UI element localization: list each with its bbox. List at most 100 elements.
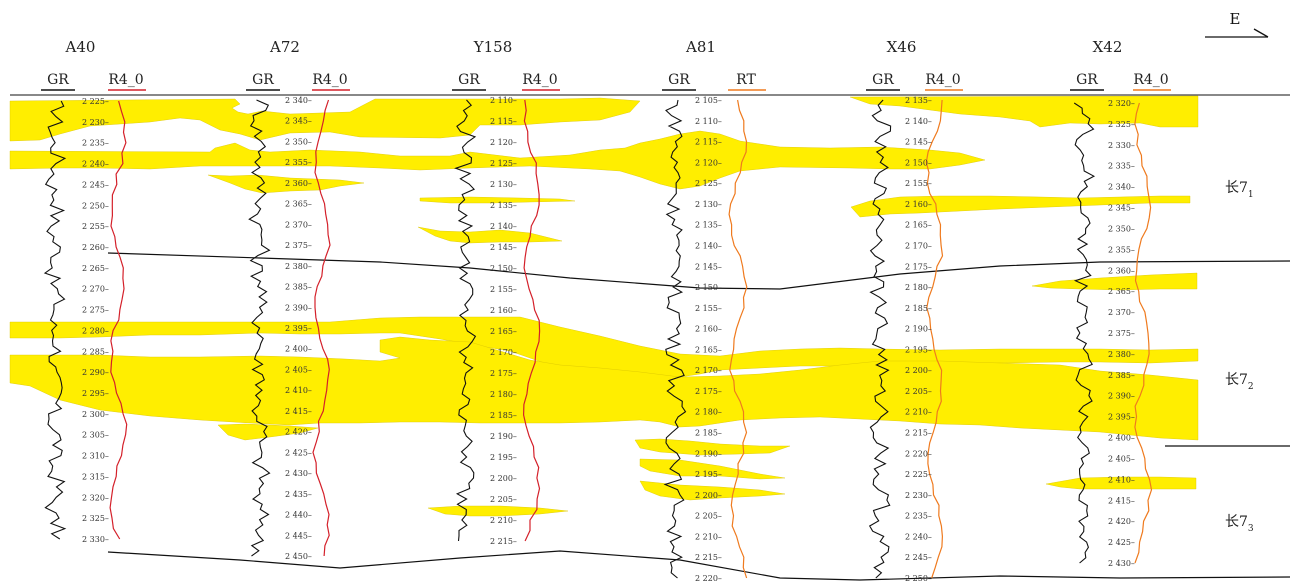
depth-tick-label: 2 420–: [285, 428, 312, 437]
depth-tick-label: 2 300–: [82, 410, 109, 419]
depth-tick-label: 2 375–: [285, 241, 312, 250]
gr-curve: [248, 99, 271, 557]
sandbody-7: [850, 195, 1191, 218]
depth-tick-label: 2 140–: [905, 117, 932, 126]
depth-tick-label: 2 210–: [695, 532, 722, 541]
well-name: A72: [269, 38, 300, 56]
depth-tick-label: 2 135–: [905, 96, 932, 105]
resistivity-curve: [1134, 102, 1153, 564]
depth-tick-label: 2 235–: [905, 512, 932, 521]
depth-tick-label: 2 230–: [905, 491, 932, 500]
depth-tick-label: 2 240–: [82, 160, 109, 169]
depth-tick-label: 2 135–: [490, 201, 517, 210]
depth-tick-label: 2 140–: [695, 242, 722, 251]
depth-tick-label: 2 360–: [285, 179, 312, 188]
depth-tick-label: 2 195–: [695, 470, 722, 479]
depth-tick-label: 2 410–: [285, 386, 312, 395]
depth-tick-label: 2 145–: [490, 243, 517, 252]
depth-tick-label: 2 215–: [905, 429, 932, 438]
depth-tick-label: 2 245–: [82, 180, 109, 189]
depth-tick-label: 2 190–: [905, 325, 932, 334]
well-a72: A72 GR R4_02 340– 2 345– 2 350– 2 355– 2 360– 2…: [246, 38, 350, 561]
well-name: X42: [1093, 38, 1123, 56]
depth-tick-label: 2 170–: [905, 242, 932, 251]
depth-tick-label: 2 205–: [905, 387, 932, 396]
depth-tick-label: 2 365–: [1108, 287, 1135, 296]
curve1-header: GR: [1076, 72, 1098, 88]
curve2-header: R4_0: [925, 72, 960, 88]
curve1-header: GR: [668, 72, 690, 88]
depth-tick-label: 2 370–: [1108, 308, 1135, 317]
curve2-header: RT: [736, 72, 756, 88]
depth-tick-label: 2 185–: [905, 304, 932, 313]
depth-tick-label: 2 190–: [695, 449, 722, 458]
depth-tick-label: 2 415–: [1108, 496, 1135, 505]
wells-layer: A40 GR R4_0 2 225– 2 230– 2 235– 2 240– 2 245– 2…: [41, 38, 1171, 583]
depth-tick-label: 2 235–: [82, 139, 109, 148]
depth-tick-label: 2 355–: [1108, 245, 1135, 254]
depth-tick-label: 2 200–: [905, 366, 932, 375]
well-name: A40: [65, 38, 96, 56]
depth-tick-label: 2 215–: [695, 553, 722, 562]
depth-tick-label: 2 165–: [490, 327, 517, 336]
depth-tick-label: 2 340–: [1108, 183, 1135, 192]
well-name: Y158: [473, 38, 513, 56]
depth-tick-label: 2 180–: [905, 283, 932, 292]
depth-tick-label: 2 305–: [82, 431, 109, 440]
zone-label-3: 长73: [1225, 514, 1254, 534]
gr-curve: [454, 99, 477, 542]
depth-tick-label: 2 220–: [905, 449, 932, 458]
depth-tick-label: 2 135–: [695, 221, 722, 230]
depth-tick-label: 2 130–: [695, 200, 722, 209]
depth-tick-label: 2 315–: [82, 472, 109, 481]
well-a40: A40 GR R4_0 2 225– 2 230– 2 235– 2 240– 2 245– 2…: [41, 38, 146, 544]
depth-tick-label: 2 275–: [82, 306, 109, 315]
depth-tick-label: 2 155–: [490, 285, 517, 294]
depth-tick-label: 2 110–: [695, 117, 722, 126]
depth-tick-label: 2 170–: [490, 348, 517, 357]
curve1-header: GR: [872, 72, 894, 88]
depth-tick-label: 2 415–: [285, 407, 312, 416]
well-y158: Y158 GR R4_0 2 110– 2 115– 2 120– 2 125– 2 130–…: [452, 38, 560, 546]
depth-tick-label: 2 435–: [285, 490, 312, 499]
depth-tick-label: 2 380–: [285, 262, 312, 271]
depth-tick-label: 2 210–: [490, 516, 517, 525]
depth-tick-label: 2 145–: [695, 262, 722, 271]
depth-tick-label: 2 155–: [695, 304, 722, 313]
depth-tick-label: 2 215–: [490, 537, 517, 546]
depth-tick-label: 2 375–: [1108, 329, 1135, 338]
depth-tick-label: 2 425–: [1108, 538, 1135, 547]
depth-tick-label: 2 125–: [490, 159, 517, 168]
depth-tick-label: 2 160–: [695, 325, 722, 334]
depth-tick-label: 2 240–: [905, 532, 932, 541]
depth-tick-label: 2 395–: [285, 324, 312, 333]
depth-tick-label: 2 210–: [905, 408, 932, 417]
depth-tick-label: 2 120–: [695, 158, 722, 167]
depth-tick-label: 2 385–: [1108, 371, 1135, 380]
curve2-header: R4_0: [312, 72, 347, 88]
depth-tick-label: 2 450–: [285, 552, 312, 561]
resistivity-curve: [522, 99, 541, 542]
zone-label-1: 长71: [1225, 180, 1254, 200]
zone-label-2: 长72: [1225, 372, 1254, 392]
depth-tick-label: 2 385–: [285, 283, 312, 292]
gr-curve: [868, 99, 892, 579]
depth-tick-label: 2 195–: [490, 453, 517, 462]
depth-tick-label: 2 165–: [905, 221, 932, 230]
depth-tick-label: 2 185–: [490, 411, 517, 420]
east-label: E: [1230, 10, 1241, 28]
resistivity-curve: [925, 99, 944, 579]
sandbody-13: [639, 458, 786, 480]
gr-curve: [1073, 102, 1096, 564]
east-arrow: E: [1205, 10, 1269, 38]
depth-tick-label: 2 185–: [695, 429, 722, 438]
depth-tick-label: 2 110–: [490, 96, 517, 105]
depth-tick-label: 2 245–: [905, 553, 932, 562]
depth-tick-label: 2 220–: [695, 574, 722, 583]
depth-tick-label: 2 395–: [1108, 413, 1135, 422]
resistivity-curve: [109, 100, 128, 540]
depth-tick-label: 2 370–: [285, 220, 312, 229]
depth-tick-label: 2 255–: [82, 222, 109, 231]
depth-tick-label: 2 400–: [285, 345, 312, 354]
